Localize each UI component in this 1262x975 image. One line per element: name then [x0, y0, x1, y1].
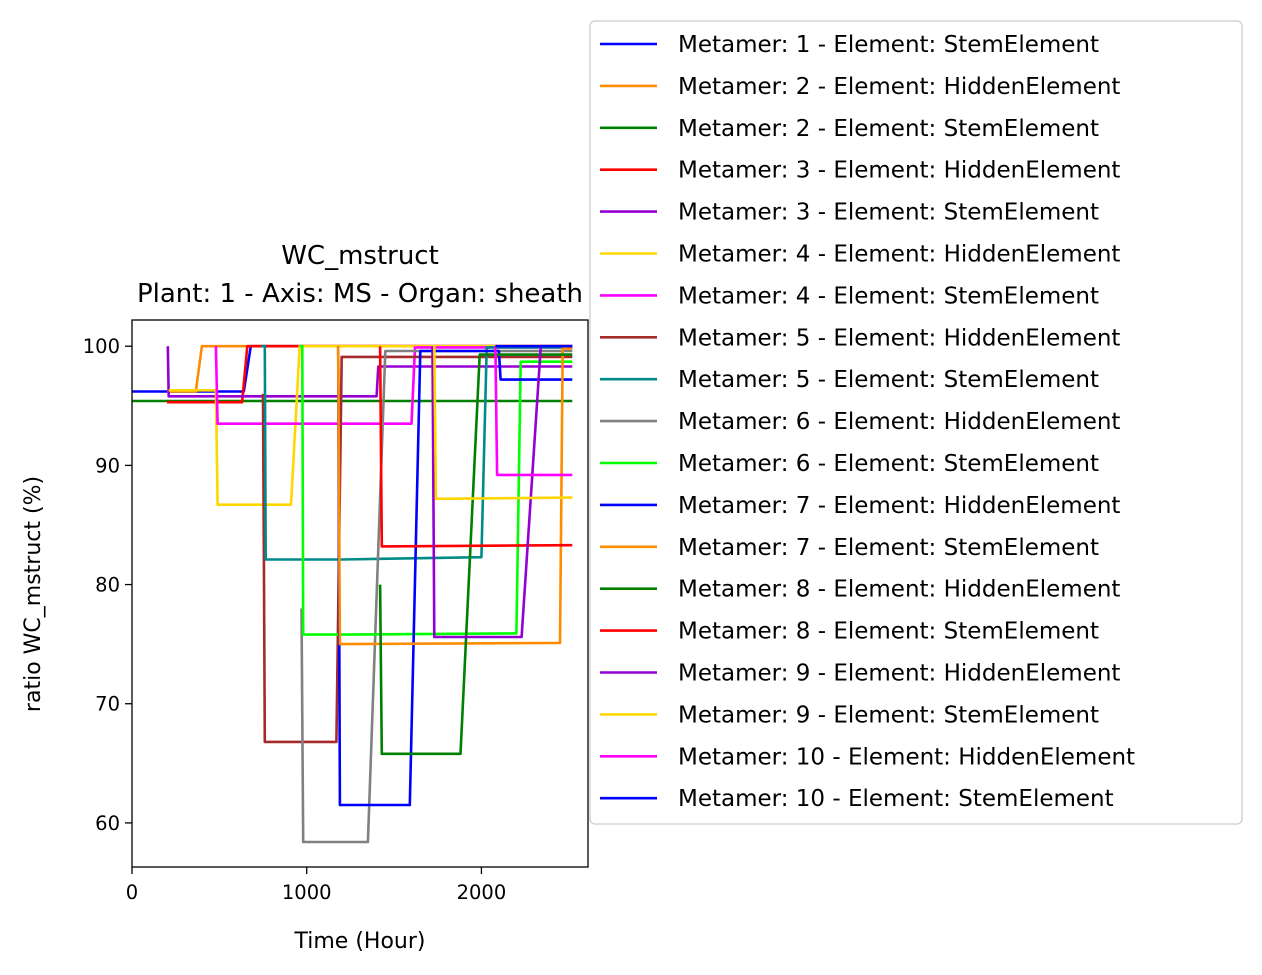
legend-label-16: Metamer: 9 - Element: HiddenElement — [678, 661, 1120, 687]
legend-label-8: Metamer: 5 - Element: HiddenElement — [678, 325, 1120, 351]
series-line-17 — [433, 346, 573, 501]
series-line-6 — [168, 344, 573, 506]
x-tick-label: 0 — [126, 881, 138, 904]
legend-label-11: Metamer: 6 - Element: StemElement — [678, 451, 1099, 477]
legend-label-2: Metamer: 2 - Element: HiddenElement — [678, 74, 1120, 100]
legend-label-13: Metamer: 7 - Element: StemElement — [678, 535, 1099, 561]
series-line-12 — [336, 346, 573, 807]
legend-label-4: Metamer: 3 - Element: HiddenElement — [678, 158, 1120, 184]
series-line-11 — [299, 344, 573, 636]
y-axis-ticks: 60 70 80 90 100 — [83, 335, 132, 835]
series-line-15 — [378, 346, 573, 548]
series-line-13 — [336, 346, 573, 646]
x-tick-label: 1000 — [282, 881, 332, 904]
series-line-5 — [166, 346, 573, 398]
legend-label-9: Metamer: 5 - Element: StemElement — [678, 367, 1099, 393]
legend-label-1: Metamer: 1 - Element: StemElement — [678, 32, 1099, 58]
legend-label-14: Metamer: 8 - Element: HiddenElement — [678, 577, 1120, 603]
legend-label-10: Metamer: 6 - Element: HiddenElement — [678, 409, 1120, 435]
legend-label-15: Metamer: 8 - Element: StemElement — [678, 619, 1099, 645]
series-line-9 — [261, 344, 573, 561]
x-axis-ticks: 0 1000 2000 — [126, 867, 506, 904]
plot-lines — [132, 344, 573, 844]
legend-label-7: Metamer: 4 - Element: StemElement — [678, 283, 1099, 309]
y-tick-label: 90 — [95, 454, 120, 477]
y-tick-label: 70 — [95, 693, 120, 716]
x-axis-label: Time (Hour) — [294, 929, 426, 954]
x-tick-label: 2000 — [457, 881, 507, 904]
legend-label-17: Metamer: 9 - Element: StemElement — [678, 702, 1099, 728]
legend-label-19: Metamer: 10 - Element: StemElement — [678, 786, 1114, 812]
legend-label-5: Metamer: 3 - Element: StemElement — [678, 200, 1099, 226]
y-tick-label: 100 — [83, 335, 120, 358]
y-axis-label: ratio WC_mstruct (%) — [21, 476, 46, 712]
series-line-7 — [214, 346, 573, 425]
legend-label-6: Metamer: 4 - Element: HiddenElement — [678, 242, 1120, 268]
y-tick-label: 80 — [95, 574, 120, 597]
chart-subtitle: Plant: 1 - Axis: MS - Organ: sheath — [137, 279, 583, 309]
y-tick-label: 60 — [95, 812, 120, 835]
series-line-14 — [378, 353, 573, 756]
legend-label-3: Metamer: 2 - Element: StemElement — [678, 116, 1099, 142]
legend-label-18: Metamer: 10 - Element: HiddenElement — [678, 744, 1135, 770]
plot-frame — [131, 319, 589, 868]
legend: Metamer: 1 - Element: StemElement Metamer… — [589, 20, 1243, 825]
legend-label-12: Metamer: 7 - Element: HiddenElement — [678, 493, 1120, 519]
legend-box — [589, 20, 1243, 825]
chart-title: WC_mstruct — [281, 241, 439, 271]
series-line-18 — [494, 346, 573, 477]
